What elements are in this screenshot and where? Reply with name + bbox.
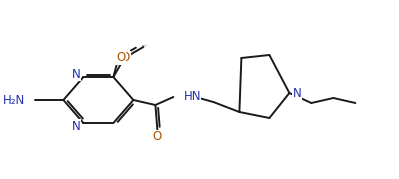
Text: methoxy: methoxy <box>142 44 148 46</box>
Text: N: N <box>293 86 302 100</box>
Text: O: O <box>120 50 129 63</box>
Text: O: O <box>116 51 125 64</box>
Text: O: O <box>121 51 130 64</box>
Text: H₂N: H₂N <box>3 93 26 107</box>
Text: O: O <box>153 130 162 144</box>
Text: N: N <box>72 120 81 132</box>
Text: N: N <box>72 67 81 81</box>
Text: HN: HN <box>184 90 201 103</box>
